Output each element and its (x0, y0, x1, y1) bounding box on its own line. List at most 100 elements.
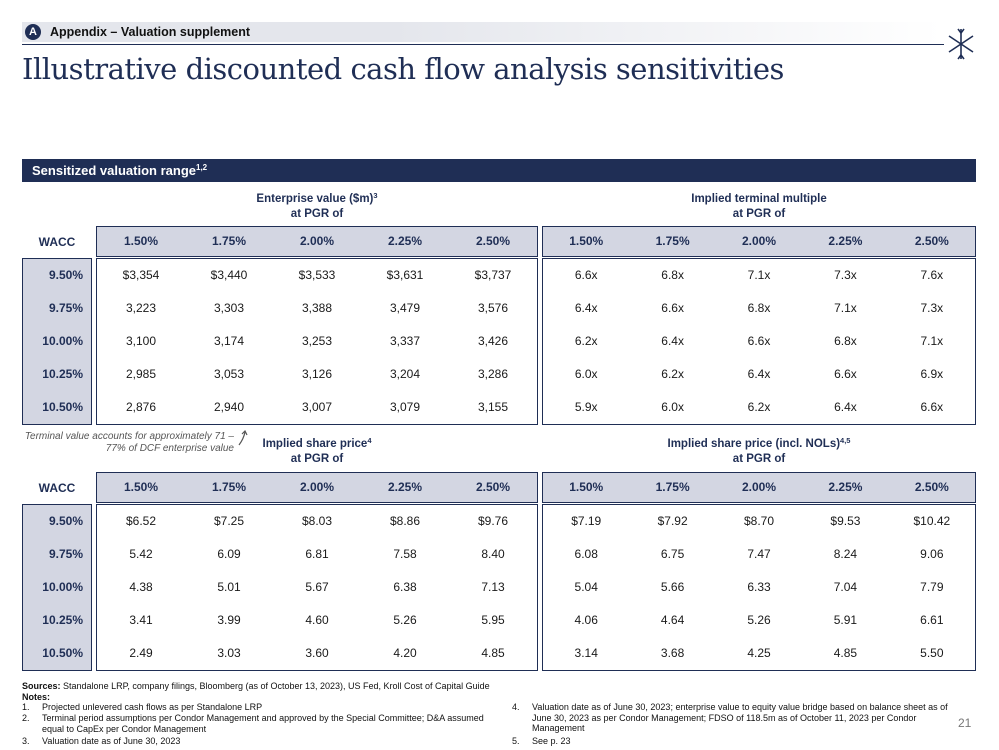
table-cell: 7.04 (833, 580, 858, 594)
table-cell: 7.47 (747, 547, 771, 561)
table-cell: 6.8x (834, 334, 857, 348)
table-cell: $3,737 (474, 268, 512, 282)
table-cell: 6.08 (574, 547, 598, 561)
table-cell: $3,533 (298, 268, 336, 282)
sp-table-title: Implied share price4 at PGR of (262, 436, 372, 465)
table-cell: 6.2x (747, 400, 771, 414)
table-cell: 6.38 (393, 580, 417, 594)
table-cell: 6.0x (574, 367, 598, 381)
spn-column-headers: 1.50% 1.75% 2.00% 2.25% 2.50% (542, 472, 976, 503)
footnote-1: 1. Projected unlevered cash flows as per… (22, 702, 263, 712)
table-cell: 8.40 (481, 547, 505, 561)
wacc-row-label: 10.25% (42, 613, 83, 627)
pgr-header: 2.50% (475, 480, 511, 494)
table-cell: 6.4x (834, 400, 857, 414)
table-cell: 5.66 (660, 580, 685, 594)
pgr-header: 1.75% (211, 480, 247, 494)
table-cell: 4.20 (393, 646, 417, 660)
table-cell: 2,985 (125, 367, 157, 381)
table-row: 3,100 3,174 3,253 3,337 3,426 (97, 325, 537, 358)
section-tag: A Appendix – Valuation supplement (22, 22, 942, 42)
table-cell: 7.79 (920, 580, 944, 594)
table-cell: 5.04 (574, 580, 598, 594)
table-cell: 3.41 (129, 613, 153, 627)
table-cell: 5.01 (217, 580, 241, 594)
notes-heading: Notes: (22, 692, 51, 702)
wacc-row-label: 9.50% (48, 268, 83, 282)
snowflake-logo-icon (948, 28, 974, 60)
table-cell: 8.24 (833, 547, 858, 561)
table-cell: 3,155 (477, 400, 509, 414)
table-cell: 6.0x (661, 400, 684, 414)
table-cell: 5.42 (129, 547, 153, 561)
table-cell: 7.13 (481, 580, 505, 594)
table-cell: 3,079 (389, 400, 421, 414)
pgr-header: 1.50% (123, 480, 159, 494)
table-row: $6.52 $7.25 $8.03 $8.86 $9.76 (97, 505, 537, 538)
pgr-header: 2.00% (742, 234, 777, 248)
ev-column-headers: 1.50% 1.75% 2.00% 2.25% 2.50% (96, 226, 538, 257)
table-cell: 2,940 (213, 400, 245, 414)
sp-column-headers: 1.50% 1.75% 2.00% 2.25% 2.50% (96, 472, 538, 503)
table-cell: 6.81 (305, 547, 329, 561)
sp-table: $6.52 $7.25 $8.03 $8.86 $9.76 5.42 6.09 … (96, 504, 538, 671)
table-row: 3,223 3,303 3,388 3,479 3,576 (97, 292, 537, 325)
table-cell: 5.26 (747, 613, 771, 627)
table-cell: 3.99 (217, 613, 241, 627)
table-cell: $10.42 (913, 514, 951, 528)
table-cell: 6.4x (661, 334, 684, 348)
table-cell: 6.4x (747, 367, 771, 381)
terminal-value-note: Terminal value accounts for approximatel… (24, 431, 234, 454)
wacc-row-label: 9.50% (48, 514, 83, 528)
pgr-header: 1.50% (123, 234, 159, 248)
wacc-rows-bottom: 9.50% 9.75% 10.00% 10.25% 10.50% (22, 504, 92, 671)
wacc-row-label: 10.00% (42, 580, 83, 594)
table-cell: 3,388 (301, 301, 333, 315)
table-cell: 3,007 (301, 400, 333, 414)
wacc-rows-top: 9.50% 9.75% 10.00% 10.25% 10.50% (22, 258, 92, 425)
table-row: $3,354 $3,440 $3,533 $3,631 $3,737 (97, 259, 537, 292)
band-footnote-ref: 1,2 (196, 163, 208, 172)
table-cell: $3,354 (122, 268, 160, 282)
table-cell: 3.68 (660, 646, 685, 660)
footnote-2: 2. Terminal period assumptions per Condo… (22, 713, 484, 734)
table-row: 2.49 3.03 3.60 4.20 4.85 (97, 637, 537, 670)
table-cell: 3,253 (301, 334, 333, 348)
table-cell: 6.6x (834, 367, 857, 381)
table-cell: $8.86 (389, 514, 421, 528)
ev-table-title: Enterprise value ($m)3 at PGR of (256, 191, 378, 220)
pgr-header: 1.75% (211, 234, 247, 248)
table-cell: $9.76 (477, 514, 509, 528)
table-cell: $9.53 (830, 514, 861, 528)
wacc-row-label: 10.50% (42, 400, 83, 414)
tm-table-title: Implied terminal multiple at PGR of (691, 193, 827, 220)
table-row: 3.41 3.99 4.60 5.26 5.95 (97, 604, 537, 637)
pgr-header: 2.00% (299, 480, 335, 494)
table-cell: 7.6x (920, 268, 944, 282)
table-row: 6.0x 6.2x 6.4x 6.6x 6.9x (543, 358, 975, 391)
table-cell: 3,479 (389, 301, 421, 315)
table-cell: 3,204 (389, 367, 421, 381)
pgr-header: 1.50% (569, 480, 604, 494)
table-cell: 3,174 (213, 334, 245, 348)
footnote-3: 3. Valuation date as of June 30, 2023 (22, 736, 181, 746)
table-cell: 6.2x (661, 367, 684, 381)
pgr-header: 2.00% (742, 480, 777, 494)
pgr-header: 2.25% (387, 234, 423, 248)
table-cell: 3,286 (477, 367, 509, 381)
table-cell: 5.50 (920, 646, 944, 660)
table-cell: $8.03 (301, 514, 333, 528)
table-cell: 6.8x (661, 268, 684, 282)
table-cell: $3,440 (210, 268, 248, 282)
table-cell: 3,126 (301, 367, 333, 381)
table-cell: $7.19 (571, 514, 602, 528)
table-cell: 6.9x (920, 367, 944, 381)
sensitized-valuation-band: Sensitized valuation range1,2 (22, 159, 976, 182)
ev-table: $3,354 $3,440 $3,533 $3,631 $3,737 3,223… (96, 258, 538, 425)
table-cell: $7.25 (213, 514, 245, 528)
table-row: 5.04 5.66 6.33 7.04 7.79 (543, 571, 975, 604)
table-cell: 6.75 (660, 547, 685, 561)
table-cell: 7.1x (747, 268, 771, 282)
table-cell: 2,876 (125, 400, 157, 414)
wacc-row-label: 9.75% (48, 547, 83, 561)
